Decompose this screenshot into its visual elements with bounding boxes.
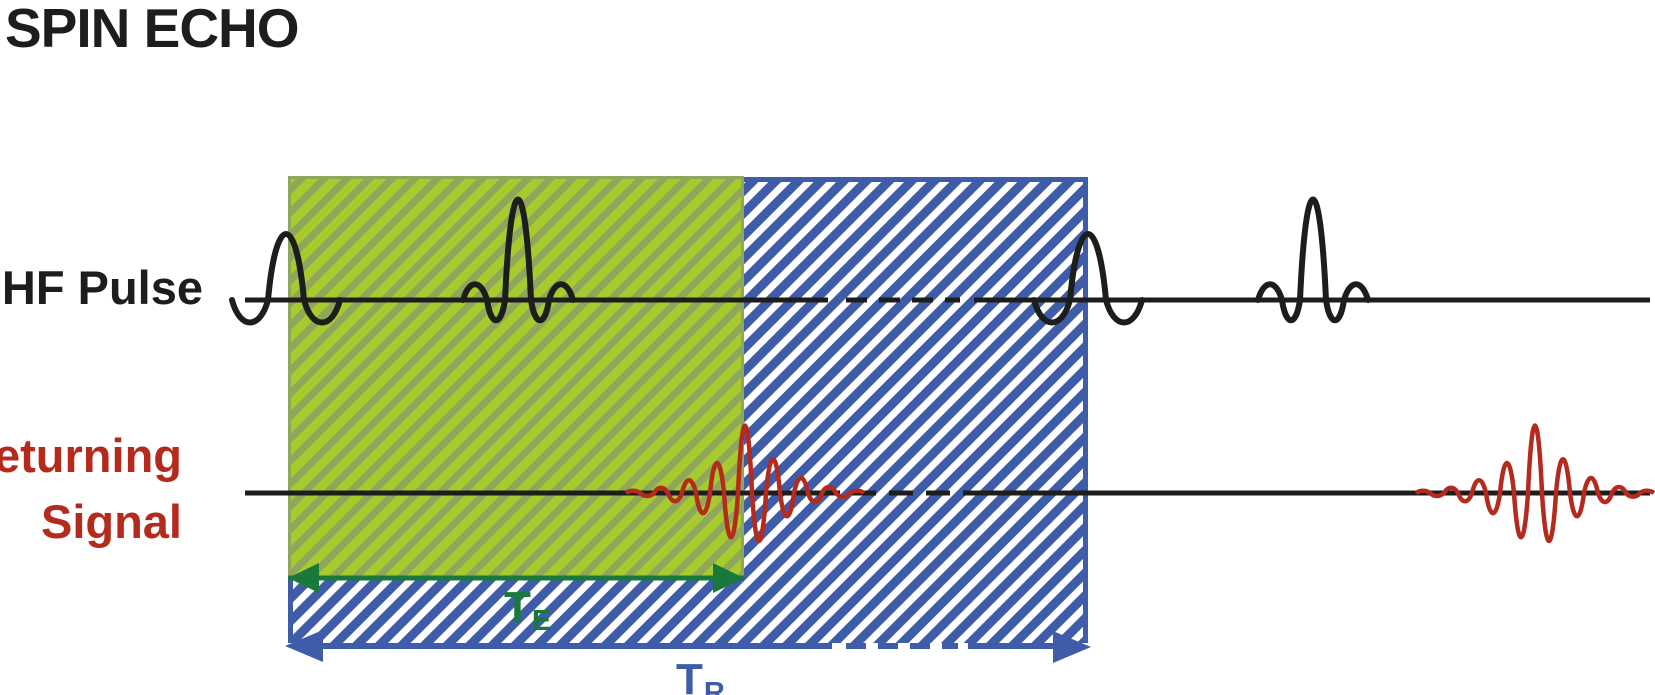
te-region: [288, 176, 744, 578]
tr-arrow: [285, 630, 1091, 663]
hf-90-pulse-2: [1031, 231, 1145, 326]
returning-signal-row-label: Returning Signal: [0, 423, 182, 555]
echo-signal-1: [624, 423, 866, 544]
tr-symbol: T: [676, 655, 703, 695]
hf-90-pulse-1: [229, 231, 343, 326]
tr-arrowhead-left: [285, 630, 323, 662]
hf-180-pulse-1: [460, 196, 576, 324]
hf-pulse-row-label: HF Pulse: [1, 261, 203, 314]
echo-signal-2: [1414, 423, 1655, 544]
te-arrowhead-left: [288, 563, 319, 593]
te-symbol: T: [504, 583, 531, 632]
returning-signal-label-line1: Returning: [0, 429, 182, 482]
tr-arrowhead-right: [1053, 631, 1091, 663]
tr-interval-label: TR: [676, 658, 725, 695]
te-arrow: [288, 563, 744, 593]
returning-signal-label-line2: Signal: [40, 495, 182, 548]
te-arrowhead-right: [713, 563, 744, 593]
hf-180-pulse-2: [1255, 196, 1371, 324]
page-title: SPIN ECHO: [5, 0, 300, 59]
te-interval-label: TE: [504, 586, 551, 636]
tr-subscript: R: [703, 677, 725, 695]
te-subscript: E: [531, 605, 552, 638]
